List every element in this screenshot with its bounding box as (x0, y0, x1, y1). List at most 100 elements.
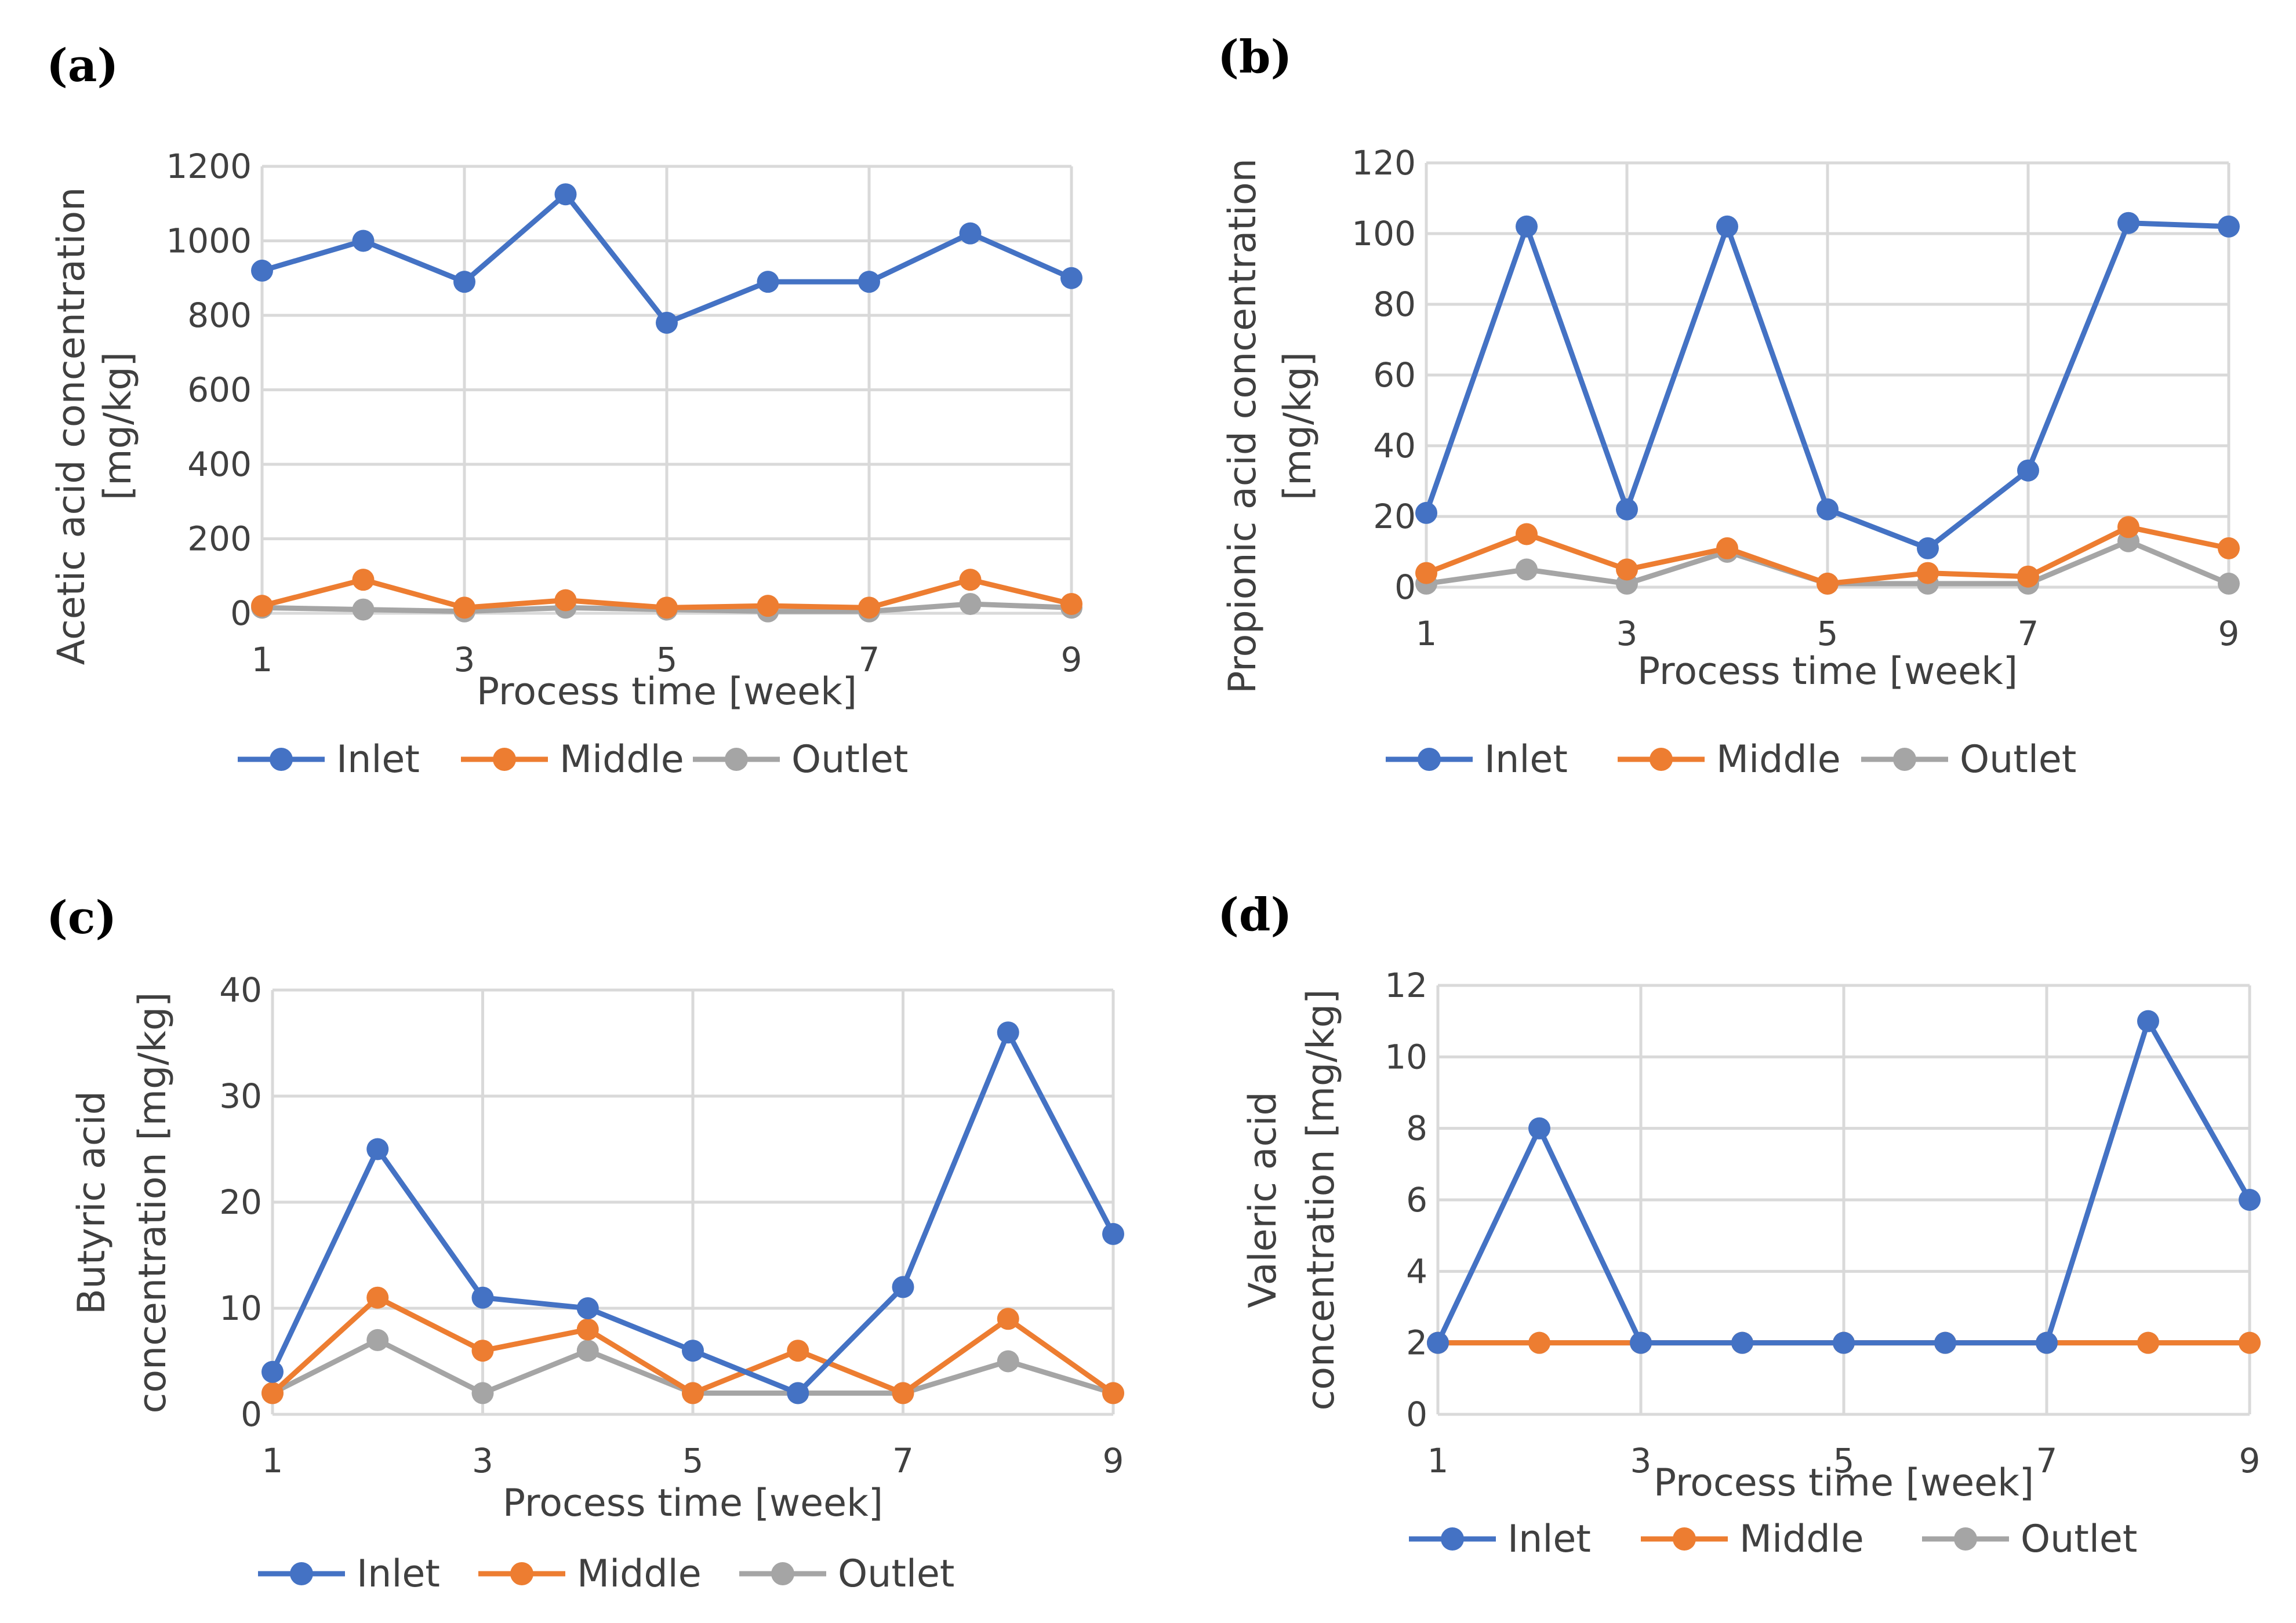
y-axis-label: Butyric acid (70, 1091, 114, 1315)
y-tick-label: 10 (219, 1289, 262, 1328)
data-point-inlet (1060, 267, 1082, 289)
x-tick-label: 1 (1427, 1441, 1449, 1480)
legend-marker-inlet (1441, 1527, 1464, 1551)
x-tick-label: 3 (472, 1441, 493, 1480)
data-point-inlet (251, 259, 273, 282)
panel-label: (c) (46, 891, 117, 944)
y-axis-label: concentration [mg/kg] (1299, 989, 1343, 1411)
chart-panel-a: (a) 0 200 400 600 800 1000 1200 1 3 5 7 9 Process tim… (46, 39, 1082, 781)
x-tick-label: 7 (2036, 1441, 2058, 1480)
data-point-middle (453, 596, 475, 619)
legend-label-middle: Middle (1716, 738, 1841, 781)
data-point-middle (1528, 1331, 1550, 1354)
y-tick-label: 2 (1406, 1323, 1427, 1363)
data-point-inlet (2218, 215, 2240, 238)
data-point-middle (2117, 516, 2139, 538)
y-tick-label: 6 (1406, 1180, 1427, 1220)
x-tick-label: 7 (859, 640, 880, 679)
data-point-inlet (682, 1340, 704, 1362)
data-point-inlet (554, 183, 577, 206)
data-point-middle (2017, 565, 2039, 588)
y-tick-label: 0 (230, 594, 252, 633)
data-point-inlet (1427, 1331, 1449, 1354)
data-point-outlet (352, 598, 375, 621)
y-tick-label: 4 (1406, 1251, 1427, 1291)
data-point-inlet (892, 1276, 914, 1298)
y-axis-label: concentration [mg/kg] (131, 992, 175, 1414)
y-tick-label: 600 (187, 370, 252, 410)
x-tick-label: 1 (252, 640, 273, 679)
data-point-middle (787, 1340, 809, 1362)
legend-marker-outlet (1954, 1527, 1977, 1551)
data-point-inlet (366, 1138, 389, 1160)
y-tick-label: 80 (1373, 285, 1416, 324)
data-point-middle (1102, 1382, 1124, 1404)
legend-label-inlet: Inlet (1507, 1518, 1591, 1561)
data-point-inlet (997, 1021, 1019, 1044)
data-point-middle (959, 569, 982, 591)
x-axis-label: Process time [week] (1654, 1461, 2034, 1505)
data-point-middle (2239, 1331, 2261, 1354)
legend-label-inlet: Inlet (357, 1552, 440, 1596)
x-tick-label: 3 (1630, 1441, 1652, 1480)
y-axis-label: Propionic acid concentration (1221, 158, 1265, 694)
data-point-inlet (2137, 1010, 2159, 1032)
y-tick-label: 60 (1373, 355, 1416, 395)
y-axis-label: [mg/kg] (96, 352, 140, 500)
x-tick-label: 1 (1416, 614, 1437, 653)
data-point-inlet (1415, 501, 1437, 524)
chart-panel-b: (b) 0 20 40 60 80 100 120 1 3 5 7 9 Process time [wee… (1218, 31, 2240, 781)
y-tick-label: 40 (219, 970, 262, 1010)
y-tick-label: 100 (1352, 214, 1416, 253)
data-point-inlet (2117, 212, 2139, 234)
y-tick-label: 120 (1352, 143, 1416, 183)
y-tick-label: 20 (219, 1182, 262, 1222)
y-axis-label: [mg/kg] (1276, 352, 1320, 500)
data-point-inlet (1917, 537, 1939, 559)
y-tick-label: 12 (1385, 966, 1427, 1005)
data-point-middle (1516, 523, 1538, 545)
legend-label-middle: Middle (577, 1552, 702, 1596)
chart-panel-c: (c) 0 10 20 30 40 1 3 5 7 9 Process time [week] Buty… (46, 891, 1124, 1596)
data-point-inlet (2239, 1189, 2261, 1211)
data-point-middle (261, 1382, 284, 1404)
y-tick-label: 1000 (166, 221, 252, 261)
y-axis-label: Acetic acid concentration (50, 187, 93, 665)
data-point-middle (1616, 558, 1638, 581)
x-tick-label: 1 (262, 1441, 284, 1480)
data-point-inlet (1102, 1222, 1124, 1245)
legend-marker-middle (1650, 748, 1673, 771)
data-point-outlet (471, 1382, 494, 1404)
legend-marker-outlet (725, 748, 748, 771)
legend-marker-middle (1673, 1527, 1696, 1551)
data-point-inlet (656, 311, 678, 334)
data-point-middle (1716, 537, 1738, 559)
data-point-middle (471, 1340, 494, 1362)
data-point-middle (2218, 537, 2240, 559)
y-tick-label: 10 (1385, 1037, 1427, 1076)
legend-label-middle: Middle (560, 738, 684, 781)
legend-label-inlet: Inlet (1484, 738, 1568, 781)
data-point-inlet (1716, 215, 1738, 238)
y-axis-label: Valeric acid (1241, 1091, 1285, 1308)
data-point-middle (1415, 562, 1437, 584)
y-tick-label: 1200 (166, 147, 252, 186)
data-point-outlet (366, 1329, 389, 1351)
data-point-middle (656, 596, 678, 619)
y-tick-label: 0 (241, 1395, 262, 1434)
data-point-outlet (997, 1350, 1019, 1373)
data-point-inlet (1817, 498, 1839, 521)
data-point-middle (1817, 572, 1839, 595)
data-point-inlet (2036, 1331, 2058, 1354)
data-point-inlet (1630, 1331, 1652, 1354)
legend-marker-inlet (1418, 748, 1441, 771)
x-tick-label: 3 (1616, 614, 1638, 653)
x-tick-label: 9 (2239, 1441, 2261, 1480)
x-axis-label: Process time [week] (503, 1482, 883, 1525)
data-point-inlet (453, 271, 475, 293)
x-tick-label: 5 (1817, 614, 1839, 653)
legend-marker-outlet (771, 1562, 794, 1585)
y-tick-label: 800 (187, 296, 252, 335)
panel-label: (d) (1218, 889, 1292, 941)
data-point-middle (352, 569, 375, 591)
